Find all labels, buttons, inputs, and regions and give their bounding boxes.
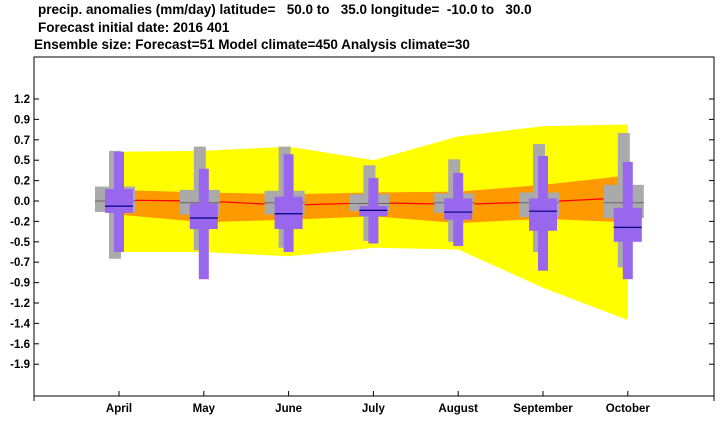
forecast-box <box>444 198 473 220</box>
y-tick-label: 0.9 <box>14 114 30 126</box>
y-tick-label: 0.2 <box>14 176 30 188</box>
x-tick-label: August <box>438 403 478 415</box>
forecast-box <box>613 207 642 242</box>
forecast-box <box>105 189 133 213</box>
x-tick-label: July <box>362 403 386 415</box>
chart-title: precip. anomalies (mm/day) latitude= 50.… <box>38 2 532 17</box>
y-tick-label: -0.5 <box>10 237 30 249</box>
y-tick-label: 0.5 <box>14 155 31 167</box>
y-tick-label: -1.6 <box>10 339 30 351</box>
y-tick-label: 1.2 <box>14 94 30 106</box>
x-tick-label: April <box>106 403 132 415</box>
x-tick-label: October <box>606 403 651 415</box>
x-tick-label: September <box>513 403 573 415</box>
x-tick-label: June <box>275 403 302 415</box>
forecast-date: Forecast initial date: 2016 401 <box>38 20 230 35</box>
y-tick-label: -0.9 <box>10 278 30 290</box>
y-tick-label: -1.4 <box>10 318 30 330</box>
forecast-box <box>529 198 557 231</box>
chart-header: precip. anomalies (mm/day) latitude= 50.… <box>0 0 720 56</box>
y-tick-label: -1.9 <box>10 359 30 371</box>
y-tick-label: 0.0 <box>14 196 30 208</box>
forecast-box <box>274 196 303 230</box>
plot-frame <box>33 56 715 397</box>
ensemble-size: Ensemble size: Forecast=51 Model climate… <box>34 37 470 52</box>
y-tick-label: -0.7 <box>10 257 30 269</box>
y-tick-label: 0.7 <box>14 135 30 147</box>
forecast-box <box>359 206 388 217</box>
y-tick-label: -0.2 <box>10 216 30 228</box>
forecast-box <box>189 203 218 230</box>
y-tick-label: -1.2 <box>10 298 30 310</box>
x-tick-label: May <box>193 403 216 415</box>
